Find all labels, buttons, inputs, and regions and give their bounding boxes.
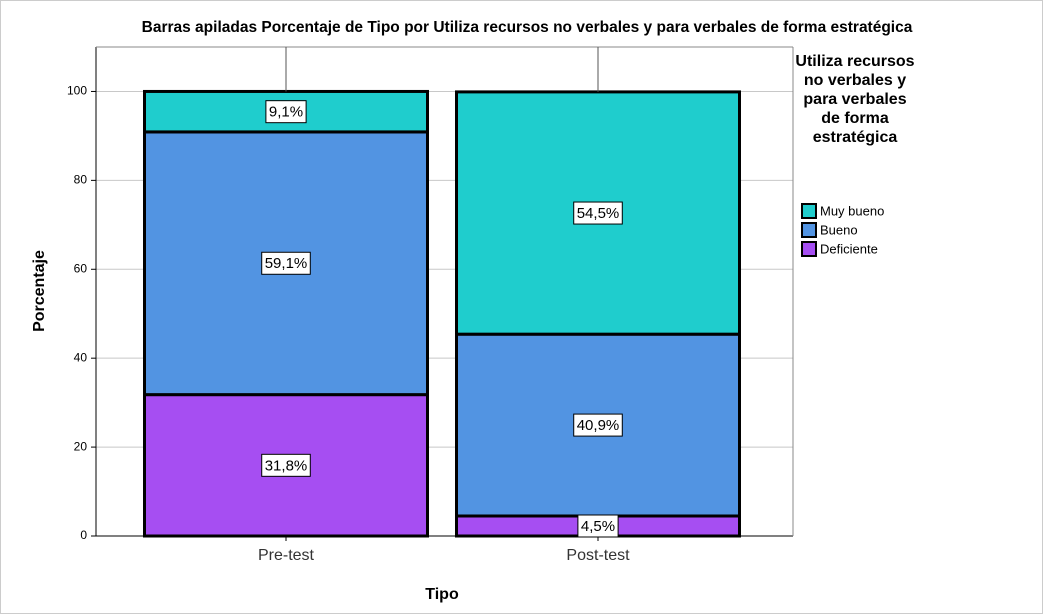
value-label-box [265,100,307,124]
legend-swatch [801,241,817,257]
value-label-text: 9,1% [269,104,303,121]
value-label-box [577,514,619,538]
value-label: 4,5% [577,514,619,538]
chart-title: Barras apiladas Porcentaje de Tipo por U… [142,19,913,36]
legend-label: Muy bueno [820,203,884,218]
value-label: 9,1% [265,100,307,124]
legend-label: Bueno [820,222,858,237]
y-tick-label: 60 [74,261,88,275]
value-label-box [573,201,623,225]
legend-title-box: Utiliza recursos no verbales y para verb… [795,53,915,146]
y-tick-label: 80 [74,173,88,187]
y-axis-label: Porcentaje [31,250,48,332]
value-label-text: 31,8% [265,457,308,474]
legend-swatch [801,203,817,219]
value-label-box [261,453,311,477]
y-tick-label: 20 [74,439,88,453]
x-tick-label: Post-test [566,547,630,564]
legend-label: Deficiente [820,241,878,256]
value-label-text: 40,9% [577,417,620,434]
x-tick-label: Pre-test [258,547,315,564]
x-axis-label: Tipo [425,586,459,603]
value-label-text: 4,5% [581,518,615,535]
y-tick-label: 100 [67,84,87,98]
value-label-text: 59,1% [265,255,308,272]
value-label: 40,9% [573,413,623,437]
legend-swatch [801,222,817,238]
value-label: 54,5% [573,201,623,225]
value-label-box [261,251,311,275]
value-label: 59,1% [261,251,311,275]
value-label: 31,8% [261,453,311,477]
value-label-box [573,413,623,437]
y-tick-label: 40 [74,350,88,364]
value-label-text: 54,5% [577,205,620,222]
y-tick-label: 0 [80,528,87,542]
legend-title: Utiliza recursos no verbales y para verb… [795,53,915,146]
